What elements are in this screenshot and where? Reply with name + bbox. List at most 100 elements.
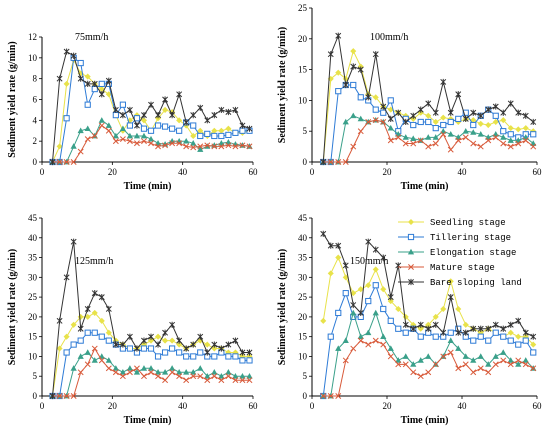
data-point (190, 369, 197, 375)
data-point (56, 159, 63, 165)
data-point (327, 393, 334, 399)
data-point (133, 140, 140, 147)
data-point (372, 337, 379, 344)
x-axis-label: Time (min) (401, 415, 449, 426)
data-point (105, 122, 112, 128)
data-point (155, 333, 162, 340)
data-point (507, 125, 514, 132)
data-point (70, 159, 77, 165)
data-point (425, 100, 432, 107)
data-point (225, 131, 232, 139)
y-tick-label: 15 (298, 65, 308, 75)
data-point (357, 309, 364, 317)
data-point (197, 373, 204, 380)
x-tick-label: 40 (458, 401, 468, 411)
data-point (98, 122, 105, 129)
data-point (98, 80, 105, 87)
data-point (530, 349, 537, 356)
data-point (507, 137, 514, 143)
data-point (183, 369, 190, 375)
rain-intensity-label: 100mm/h (370, 32, 408, 43)
data-point (372, 106, 379, 113)
y-tick-label: 10 (28, 351, 38, 361)
data-point (440, 131, 447, 138)
y-tick-label: 5 (33, 371, 38, 381)
data-point (197, 365, 204, 371)
data-point (485, 137, 492, 144)
data-point (462, 361, 469, 368)
data-point (395, 131, 402, 137)
data-point (395, 109, 402, 116)
legend-marker (407, 248, 415, 255)
data-point (365, 94, 372, 101)
data-point (119, 369, 126, 375)
data-point (372, 94, 379, 101)
chart-panel-2: 0 5 10 15 20 25 30 35 40 45 0 20 40 60 Time (min) Sedim… (7, 213, 258, 426)
data-point (447, 118, 454, 126)
data-point (342, 159, 349, 165)
data-point (470, 121, 477, 129)
data-point (342, 290, 349, 297)
data-point (91, 345, 98, 352)
data-point (190, 132, 197, 139)
data-point (218, 140, 225, 146)
data-point (327, 51, 334, 58)
data-point (522, 361, 529, 368)
data-point (161, 369, 169, 375)
data-point (70, 365, 77, 371)
data-point (335, 393, 342, 399)
data-point (335, 242, 342, 249)
data-point (63, 159, 70, 165)
data-point (204, 349, 211, 356)
data-point (357, 333, 364, 340)
data-point (387, 353, 394, 360)
data-point (148, 140, 154, 147)
data-point (126, 122, 134, 129)
data-point (155, 373, 162, 380)
data-point (98, 317, 105, 324)
data-point (148, 101, 154, 108)
data-point (70, 341, 77, 348)
data-point (197, 132, 204, 140)
series-mature-stage (320, 337, 537, 399)
y-axis-label: Sediment yield rate (g/min) (7, 249, 18, 365)
data-point (515, 317, 522, 324)
data-point (246, 357, 253, 364)
data-point (320, 230, 327, 237)
data-point (327, 270, 334, 277)
data-point (402, 118, 409, 126)
data-point (183, 353, 190, 360)
data-point (147, 127, 155, 134)
data-point (410, 135, 417, 141)
data-point (350, 81, 357, 89)
data-point (154, 122, 162, 129)
data-point (470, 369, 477, 376)
data-point (530, 341, 537, 348)
x-tick-label: 0 (40, 167, 45, 177)
data-point (148, 333, 154, 340)
data-point (211, 353, 218, 360)
series-tillering-stage (320, 282, 537, 400)
legend-label: Bare sloping land (430, 278, 522, 288)
y-tick-label: 6 (33, 95, 38, 105)
data-point (176, 341, 183, 348)
data-point (440, 114, 447, 121)
data-point (225, 142, 232, 149)
data-point (77, 325, 84, 332)
data-point (395, 134, 402, 141)
y-tick-label: 25 (298, 3, 308, 13)
chart-panel-0: 0 2 4 6 8 10 12 0 20 40 60 Time (min) Sediment yield… (7, 32, 258, 192)
data-point (417, 321, 424, 328)
data-point (440, 305, 447, 313)
data-point (440, 329, 447, 336)
data-point (387, 124, 394, 131)
data-point (225, 369, 232, 375)
data-point (176, 91, 183, 98)
data-point (183, 143, 190, 150)
data-point (119, 125, 126, 132)
data-point (77, 59, 84, 67)
data-point (197, 333, 204, 340)
data-point (440, 78, 447, 86)
data-point (162, 142, 169, 149)
series-tillering-stage (49, 54, 253, 166)
